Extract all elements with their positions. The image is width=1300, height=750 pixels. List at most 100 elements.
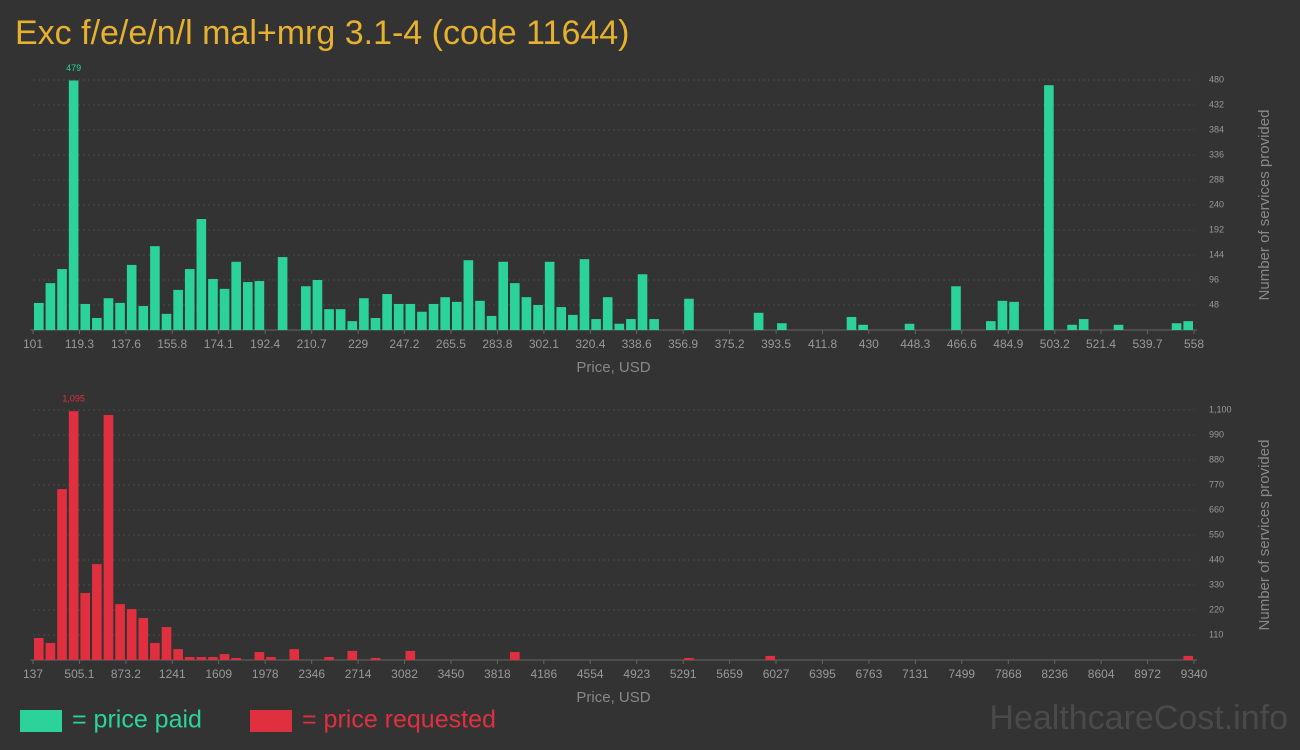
bar [521, 297, 532, 330]
x-tick-label: 430 [859, 337, 879, 351]
x-tick-label: 5291 [670, 667, 697, 681]
bar [510, 652, 520, 660]
bar [556, 307, 567, 330]
bar [126, 609, 137, 660]
bar [150, 642, 160, 660]
x-tick-label: 505.1 [64, 667, 94, 681]
x-tick-label: 375.2 [715, 337, 745, 351]
bar [753, 312, 764, 330]
bar [266, 657, 276, 660]
bar [184, 657, 195, 660]
bar [637, 274, 648, 330]
bar [451, 301, 462, 330]
bar [57, 489, 67, 660]
y-tick-label: 192 [1209, 224, 1224, 234]
bar [289, 649, 300, 660]
bar [219, 288, 230, 330]
x-tick-label: 466.6 [947, 337, 977, 351]
bar [579, 259, 590, 330]
bar [510, 283, 520, 330]
x-tick-label: 320.4 [575, 337, 605, 351]
bar [254, 652, 265, 660]
y-tick-label: 880 [1209, 454, 1224, 464]
bar [34, 302, 44, 330]
x-tick-label: 338.6 [622, 337, 652, 351]
bar [196, 657, 207, 660]
bar [115, 604, 125, 660]
x-tick-label: 1609 [205, 667, 232, 681]
bar [324, 309, 334, 330]
bar [34, 637, 44, 660]
bar [347, 650, 358, 660]
bar [254, 281, 265, 330]
x-tick-label: 155.8 [157, 337, 187, 351]
bar [440, 297, 450, 330]
y-tick-label: 480 [1209, 74, 1224, 84]
x-tick-label: 137 [23, 667, 43, 681]
y-tick-label: 770 [1209, 479, 1224, 489]
x-tick-label: 4923 [623, 667, 650, 681]
data-label: 479 [66, 63, 81, 73]
bar [1078, 319, 1089, 330]
bar [1171, 323, 1182, 330]
bar [370, 318, 381, 330]
x-tick-label: 9340 [1181, 667, 1208, 681]
bar [57, 269, 67, 330]
bar [335, 309, 346, 330]
bar [103, 298, 114, 330]
x-tick-label: 1978 [252, 667, 279, 681]
bar [68, 80, 79, 330]
bar [242, 282, 253, 330]
bar [684, 298, 694, 330]
bar [173, 649, 183, 660]
bar [347, 321, 358, 330]
bar [1183, 655, 1193, 660]
bar [986, 321, 996, 330]
bar [1067, 324, 1077, 330]
x-tick-label: 4554 [577, 667, 604, 681]
legend-swatch [20, 710, 62, 732]
x-tick-label: 3818 [484, 667, 511, 681]
bar [1183, 321, 1193, 330]
bar [196, 219, 207, 330]
bar [405, 650, 416, 660]
y-axis-label: Number of services provided [1256, 440, 1273, 631]
bar [92, 318, 102, 330]
x-axis-label: Price, USD [576, 359, 650, 376]
bar [359, 298, 369, 330]
x-tick-label: 539.7 [1132, 337, 1162, 351]
bar [138, 306, 149, 330]
bar [184, 269, 195, 330]
x-tick-label: 6027 [763, 667, 790, 681]
y-tick-label: 432 [1209, 99, 1224, 109]
y-tick-label: 660 [1209, 504, 1224, 514]
x-tick-label: 6763 [856, 667, 883, 681]
bar [498, 261, 509, 330]
y-tick-label: 440 [1209, 554, 1224, 564]
x-tick-label: 4186 [530, 667, 557, 681]
bar [951, 286, 961, 330]
chart-title: Exc f/e/e/n/l mal+mrg 3.1-4 (code 11644) [15, 14, 630, 52]
y-tick-label: 990 [1209, 429, 1224, 439]
x-tick-label: 192.4 [250, 337, 280, 351]
bar [626, 319, 636, 330]
bar [80, 303, 91, 330]
x-axis-label: Price, USD [576, 689, 650, 706]
bar [103, 415, 114, 660]
x-tick-label: 3082 [391, 667, 418, 681]
x-tick-label: 8972 [1134, 667, 1161, 681]
bar [324, 657, 334, 660]
y-tick-label: 336 [1209, 149, 1224, 159]
bar [463, 260, 474, 330]
x-tick-label: 5659 [716, 667, 743, 681]
bar [68, 411, 79, 660]
x-tick-label: 8604 [1088, 667, 1115, 681]
y-tick-label: 384 [1209, 124, 1224, 134]
y-axis-label: Number of services provided [1256, 110, 1273, 301]
bar [684, 657, 694, 660]
bar [1009, 301, 1019, 330]
bar [1044, 85, 1054, 330]
x-tick-label: 174.1 [204, 337, 234, 351]
x-tick-label: 7131 [902, 667, 929, 681]
